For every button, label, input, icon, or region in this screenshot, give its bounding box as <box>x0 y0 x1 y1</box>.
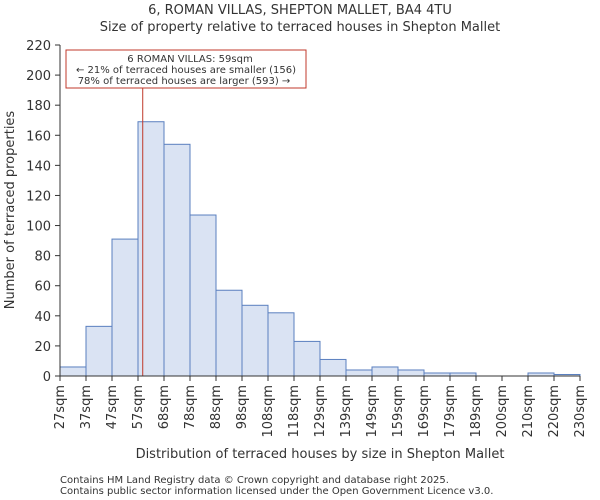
y-tick-label: 40 <box>34 310 51 325</box>
annotation-box: 6 ROMAN VILLAS: 59sqm ← 21% of terraced … <box>65 49 307 89</box>
x-tick-label: 78sqm <box>183 385 198 429</box>
bars <box>59 121 581 377</box>
y-tick-label: 140 <box>26 159 51 174</box>
x-tick-label: 47sqm <box>105 385 120 429</box>
bar <box>59 366 87 377</box>
x-tick-label: 139sqm <box>339 385 354 438</box>
bar <box>111 238 139 377</box>
bar <box>267 312 295 377</box>
x-tick-label: 230sqm <box>573 385 588 438</box>
bar <box>85 325 113 377</box>
x-tick-label: 118sqm <box>287 385 302 438</box>
y-tick-label: 80 <box>34 250 51 265</box>
bar <box>137 121 165 377</box>
x-tick-label: 189sqm <box>469 385 484 438</box>
bar <box>293 340 321 377</box>
bar <box>189 214 217 377</box>
y-axis-ticks: 0 20 40 60 80 100 120 140 160 180 200 220 <box>26 39 60 385</box>
annotation-frame <box>65 49 307 89</box>
x-tick-label: 68sqm <box>157 385 172 429</box>
y-axis-label: Number of terraced properties <box>3 111 18 310</box>
x-tick-label: 129sqm <box>313 385 328 438</box>
x-tick-label: 220sqm <box>547 385 562 438</box>
x-tick-label: 210sqm <box>521 385 536 438</box>
chart-subtitle: Size of property relative to terraced ho… <box>100 20 500 35</box>
x-tick-label: 108sqm <box>261 385 276 438</box>
y-tick-label: 200 <box>26 69 51 84</box>
annotation-line-1: 6 ROMAN VILLAS: 59sqm <box>127 54 252 65</box>
annotation-line-2: ← 21% of terraced houses are smaller (15… <box>76 65 296 76</box>
y-tick-label: 20 <box>34 340 51 355</box>
bar <box>345 369 373 377</box>
x-tick-label: 169sqm <box>417 385 432 438</box>
x-tick-label: 159sqm <box>391 385 406 438</box>
y-tick-label: 220 <box>26 39 51 54</box>
y-tick-label: 0 <box>43 370 51 385</box>
x-tick-label: 98sqm <box>235 385 250 429</box>
bar <box>371 366 399 377</box>
x-tick-label: 37sqm <box>79 385 94 429</box>
x-axis-label: Distribution of terraced houses by size … <box>136 447 505 462</box>
bar <box>163 143 191 377</box>
footer-line-1: Contains HM Land Registry data © Crown c… <box>60 475 449 486</box>
bar <box>397 369 425 377</box>
x-tick-label: 200sqm <box>495 385 510 438</box>
y-tick-label: 100 <box>26 220 51 235</box>
x-tick-label: 88sqm <box>209 385 224 429</box>
bar <box>241 304 269 377</box>
x-tick-label: 27sqm <box>53 385 68 429</box>
y-tick-label: 160 <box>26 129 51 144</box>
y-tick-label: 60 <box>34 280 51 295</box>
chart-title: 6, ROMAN VILLAS, SHEPTON MALLET, BA4 4TU <box>148 3 452 18</box>
y-tick-label: 120 <box>26 189 51 204</box>
footer-line-2: Contains public sector information licen… <box>60 486 493 497</box>
x-axis-ticks: 27sqm 37sqm 47sqm 57sqm 68sqm 78sqm 88sqm 98sqm… <box>53 376 588 438</box>
y-tick-label: 180 <box>26 99 51 114</box>
x-tick-label: 149sqm <box>365 385 380 438</box>
x-tick-label: 57sqm <box>131 385 146 429</box>
bar <box>215 289 243 377</box>
bar <box>319 358 347 377</box>
annotation-line-3: 78% of terraced houses are larger (593) … <box>78 76 291 87</box>
x-tick-label: 179sqm <box>443 385 458 438</box>
